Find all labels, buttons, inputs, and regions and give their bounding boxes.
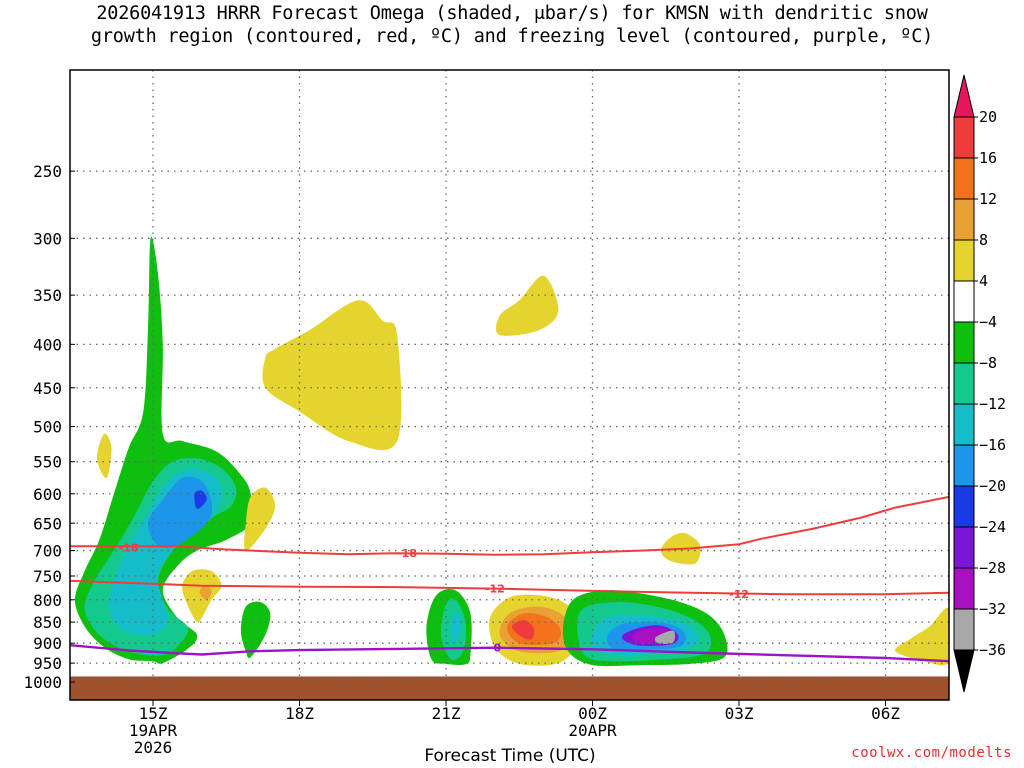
omega-region-8 bbox=[244, 487, 276, 551]
x-tick-label: 18Z bbox=[285, 704, 314, 723]
colorbar-swatch bbox=[953, 280, 975, 323]
y-tick-label: 800 bbox=[33, 591, 62, 610]
x-axis-label: Forecast Time (UTC) bbox=[424, 746, 596, 766]
colorbar-top-arrow bbox=[953, 74, 975, 118]
omega-region-11 bbox=[495, 275, 559, 336]
contour-label: -12 bbox=[729, 588, 749, 601]
contour-label: -18 bbox=[119, 541, 139, 554]
x-tick-year: 2026 bbox=[134, 738, 173, 757]
ground-surface bbox=[70, 676, 949, 700]
colorbar-swatch bbox=[953, 321, 975, 364]
omega-region-14 bbox=[450, 613, 461, 644]
colorbar-swatch bbox=[953, 444, 975, 487]
colorbar-swatch bbox=[953, 198, 975, 241]
y-tick-label: 950 bbox=[33, 654, 62, 673]
colorbar-label: −20 bbox=[979, 477, 1006, 495]
contour-label: -12 bbox=[485, 583, 505, 596]
y-tick-label: 700 bbox=[33, 542, 62, 561]
colorbar-label: 20 bbox=[979, 108, 997, 126]
y-tick-label: 1000 bbox=[23, 673, 62, 692]
chart-title: 2026041913 HRRR Forecast Omega (shaded, … bbox=[0, 2, 1024, 48]
credit-link[interactable]: coolwx.com/modelts bbox=[851, 745, 1012, 761]
y-tick-label: 300 bbox=[33, 229, 62, 248]
y-tick-label: 650 bbox=[33, 514, 62, 533]
colorbar-swatch bbox=[953, 403, 975, 446]
freezing-level-line bbox=[70, 644, 949, 663]
colorbar-label: 4 bbox=[979, 272, 988, 290]
contour-label: 0 bbox=[493, 642, 501, 655]
y-tick-label: 900 bbox=[33, 634, 62, 653]
y-tick-label: 400 bbox=[33, 335, 62, 354]
contour-label: -18 bbox=[397, 547, 417, 560]
x-tick-label: 06Z bbox=[871, 704, 900, 723]
y-tick-label: 450 bbox=[33, 379, 62, 398]
omega-region-10 bbox=[262, 300, 402, 451]
title-line-1: 2026041913 HRRR Forecast Omega (shaded, … bbox=[96, 3, 928, 24]
colorbar-label: −32 bbox=[979, 600, 1006, 618]
y-tick-label: 600 bbox=[33, 485, 62, 504]
isotherm-minus12-line bbox=[70, 579, 949, 596]
x-tick-label: 03Z bbox=[725, 704, 754, 723]
x-tick-label: 21Z bbox=[432, 704, 461, 723]
y-tick-label: 500 bbox=[33, 418, 62, 437]
colorbar-label: −12 bbox=[979, 395, 1006, 413]
y-tick-label: 250 bbox=[33, 162, 62, 181]
colorbar-swatch bbox=[953, 485, 975, 528]
colorbar-swatch bbox=[953, 526, 975, 569]
x-tick-date: 19APR bbox=[129, 721, 178, 740]
colorbar-label: −24 bbox=[979, 518, 1006, 536]
x-tick-date: 20APR bbox=[568, 721, 617, 740]
y-tick-label: 850 bbox=[33, 613, 62, 632]
colorbar-swatch bbox=[953, 239, 975, 282]
x-tick-label: 00Z bbox=[578, 704, 607, 723]
omega-region-5 bbox=[96, 433, 112, 479]
plot-frame bbox=[69, 69, 950, 701]
omega-region-27 bbox=[894, 607, 949, 666]
y-tick-label: 750 bbox=[33, 567, 62, 586]
colorbar-label: −16 bbox=[979, 436, 1006, 454]
y-tick-label: 550 bbox=[33, 453, 62, 472]
colorbar-swatch bbox=[953, 116, 975, 159]
colorbar-swatch bbox=[953, 362, 975, 405]
colorbar-label: 16 bbox=[979, 149, 997, 167]
colorbar-label: 8 bbox=[979, 231, 988, 249]
y-tick-label: 350 bbox=[33, 286, 62, 305]
colorbar-bottom-arrow bbox=[953, 649, 975, 693]
colorbar-label: −28 bbox=[979, 559, 1006, 577]
omega-region-26 bbox=[654, 630, 676, 644]
colorbar-swatch bbox=[953, 157, 975, 200]
omega-region-4 bbox=[194, 490, 207, 509]
colorbar-label: −8 bbox=[979, 354, 997, 372]
omega-region-18 bbox=[511, 619, 535, 640]
isotherm-minus18-line bbox=[70, 495, 949, 556]
omega-region-9 bbox=[240, 601, 271, 659]
colorbar-label: −36 bbox=[979, 641, 1006, 659]
omega-region-7 bbox=[199, 585, 212, 600]
colorbar-label: −4 bbox=[979, 313, 997, 331]
colorbar-swatch bbox=[953, 608, 975, 651]
x-tick-label: 15Z bbox=[139, 704, 168, 723]
title-line-2: growth region (contoured, red, ºC) and f… bbox=[90, 26, 934, 47]
colorbar-label: 12 bbox=[979, 190, 997, 208]
colorbar-swatch bbox=[953, 567, 975, 610]
